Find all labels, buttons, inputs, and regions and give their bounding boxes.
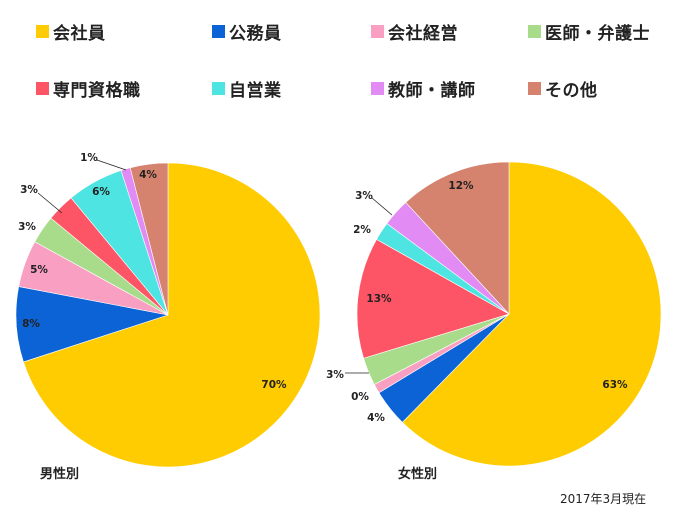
- leader-line: [371, 197, 393, 216]
- leader-line: [37, 192, 63, 214]
- pie-data-label: 2%: [353, 224, 371, 236]
- legend-swatch: [371, 24, 384, 38]
- legend-swatch: [36, 81, 49, 95]
- legend-label: その他: [545, 80, 598, 101]
- pie-chart: 63% 4% 0% 3% 13% 2% 3% 12% 女性別: [326, 161, 662, 482]
- legend-label: 医師・弁護士: [545, 23, 650, 44]
- legend-item: 医師・弁護士: [528, 18, 650, 44]
- legend-swatch: [528, 81, 541, 95]
- pie-data-label: 4%: [367, 412, 385, 424]
- pie-data-label: 6%: [92, 186, 110, 198]
- pie-data-label: 70%: [261, 379, 287, 391]
- legend-swatch: [371, 81, 384, 95]
- leader-line: [96, 159, 127, 171]
- pie-data-label: 8%: [22, 318, 40, 330]
- legend-label: 自営業: [229, 80, 282, 101]
- pie-chart: 70% 8% 5% 3% 3% 6% 1% 4% 男性別: [15, 152, 321, 482]
- legend-swatch: [36, 24, 49, 38]
- pie-slice: [23, 162, 321, 468]
- pie-data-label: 5%: [30, 264, 48, 276]
- pie-slice: [129, 162, 169, 316]
- pie-data-label: 0%: [351, 391, 369, 403]
- pie-slice: [405, 161, 510, 315]
- pie-data-label: 4%: [139, 169, 157, 181]
- legend-swatch: [528, 24, 541, 38]
- legend: 会社員 公務員 会社経営 医師・弁護士専門資格職 自営業 教師・講師 その他: [0, 0, 680, 110]
- legend-item: 公務員: [212, 18, 282, 44]
- legend-label: 会社員: [53, 23, 106, 44]
- legend-item: 会社員: [36, 18, 106, 44]
- legend-label: 教師・講師: [388, 80, 476, 101]
- legend-swatch: [212, 81, 225, 95]
- pie-data-label: 3%: [355, 190, 373, 202]
- pie-data-label: 3%: [20, 184, 38, 196]
- pie-data-label: 63%: [602, 379, 628, 391]
- pie-caption: 女性別: [398, 466, 437, 482]
- legend-label: 公務員: [229, 23, 282, 44]
- legend-label: 会社経営: [388, 23, 458, 44]
- pie-data-label: 3%: [326, 369, 344, 381]
- pie-caption: 男性別: [40, 466, 79, 482]
- legend-item: 専門資格職: [36, 75, 141, 101]
- legend-label: 専門資格職: [53, 80, 141, 101]
- pie-data-label: 13%: [366, 293, 392, 305]
- legend-item: 教師・講師: [371, 75, 476, 101]
- pie-data-label: 12%: [448, 180, 474, 192]
- pie-data-label: 1%: [80, 152, 98, 164]
- legend-item: 会社経営: [371, 18, 458, 44]
- legend-item: 自営業: [212, 75, 282, 101]
- pie-data-label: 3%: [18, 221, 36, 233]
- legend-item: その他: [528, 75, 598, 101]
- legend-swatch: [212, 24, 225, 38]
- footnote: 2017年3月現在: [560, 492, 647, 506]
- pie-slice: [401, 161, 662, 467]
- pie-slice: [356, 238, 510, 359]
